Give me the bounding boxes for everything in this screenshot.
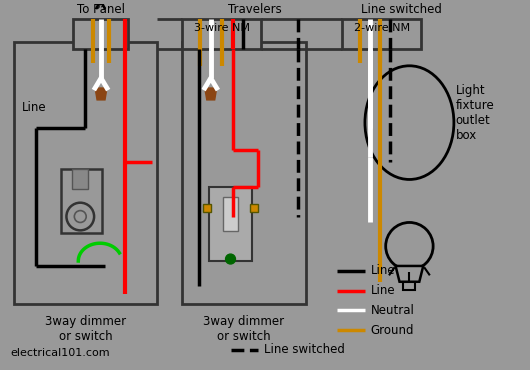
Text: Travelers: Travelers [228, 3, 282, 16]
Text: Line switched: Line switched [264, 343, 345, 356]
Circle shape [74, 211, 86, 222]
Text: Neutral: Neutral [371, 304, 415, 317]
Polygon shape [95, 88, 107, 100]
Bar [182, 41, 306, 303]
Text: 3-wire NM: 3-wire NM [193, 23, 250, 33]
Polygon shape [395, 266, 423, 282]
Text: Line switched: Line switched [361, 3, 442, 16]
Text: electrical101.com: electrical101.com [11, 348, 110, 358]
Text: Ground: Ground [371, 324, 414, 337]
Bar [73, 19, 128, 48]
Text: 2-wire NM: 2-wire NM [354, 23, 410, 33]
Bar [203, 204, 211, 212]
Text: 3way dimmer
or switch: 3way dimmer or switch [204, 315, 285, 343]
Circle shape [386, 222, 433, 270]
Bar [342, 19, 421, 48]
Ellipse shape [365, 66, 454, 179]
Bar [60, 169, 102, 233]
Bar [223, 197, 238, 231]
Bar [209, 187, 252, 261]
Text: Line: Line [371, 265, 395, 278]
Circle shape [66, 203, 94, 231]
Polygon shape [205, 88, 217, 100]
Bar [14, 41, 157, 303]
Bar [403, 282, 416, 290]
Bar [182, 19, 261, 48]
Bar [250, 204, 258, 212]
Text: To Panel: To Panel [76, 3, 125, 16]
Text: Line: Line [371, 284, 395, 297]
Bar [73, 169, 88, 189]
Circle shape [226, 254, 235, 264]
Text: 3way dimmer
or switch: 3way dimmer or switch [45, 315, 126, 343]
Text: Line: Line [22, 101, 47, 114]
Text: Light
fixture
outlet
box: Light fixture outlet box [456, 84, 494, 142]
